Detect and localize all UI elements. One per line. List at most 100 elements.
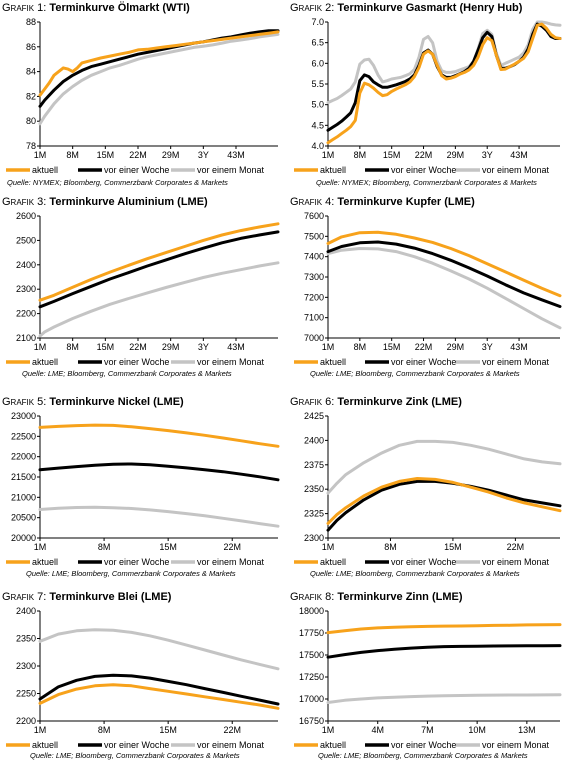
series-line-aktuell [38, 683, 280, 710]
legend-label-aktuell: aktuell [320, 740, 346, 750]
x-tick-label: 22M [415, 150, 433, 160]
series-line-monat [38, 628, 280, 671]
chart-svg: 7000 7100 7200 7300 7400 7500 7600 1M 8M 15M 22M 29… [294, 211, 562, 367]
y-tick-label: 7200 [304, 292, 324, 302]
chart-title: Grafik 2: Terminkurve Gasmarkt (Henry Hu… [290, 2, 523, 14]
y-tick-label: 2375 [304, 460, 324, 470]
legend-label-monat: vor einem Monat [482, 557, 550, 567]
y-tick-label: 7300 [304, 272, 324, 282]
legend-label-woche: vor einer Woche [391, 165, 456, 175]
y-tick-label: 17500 [299, 650, 324, 660]
chart-source: Quelle: NYMEX; Bloomberg, Commerzbank Co… [316, 178, 537, 187]
chart-panel-7: Grafik 7: Terminkurve Blei (LME) 2200 225… [2, 591, 284, 762]
series-line-monat [326, 439, 562, 495]
legend-label-aktuell: aktuell [32, 557, 58, 567]
x-tick-label: 1M [34, 542, 47, 552]
legend-label-woche: vor einer Woche [391, 357, 456, 367]
chart-panel-2: Grafik 2: Terminkurve Gasmarkt (Henry Hu… [290, 2, 566, 192]
y-tick-label: 7000 [304, 333, 324, 343]
y-tick-label: 2600 [16, 211, 36, 221]
x-tick-label: 43M [227, 150, 245, 160]
legend-label-aktuell: aktuell [32, 357, 58, 367]
x-tick-label: 8M [384, 542, 397, 552]
x-tick-label: 8M [98, 725, 111, 735]
y-tick-label: 16750 [299, 716, 324, 726]
series-line-woche [326, 240, 562, 308]
legend-label-monat: vor einem Monat [197, 557, 265, 567]
chart-panel-8: Grafik 8: Terminkurve Zinn (LME) 16750 17… [290, 591, 566, 762]
series-line-monat [326, 20, 562, 105]
chart-svg: 20000 20500 21000 21500 22000 22500 23000 1M 8M 1… [6, 411, 280, 567]
x-tick-label: 8M [354, 342, 367, 352]
y-tick-label: 80 [26, 116, 36, 126]
y-tick-label: 2350 [16, 634, 36, 644]
x-tick-label: 8M [98, 542, 111, 552]
y-tick-label: 84 [26, 67, 36, 77]
series-line-monat [38, 261, 280, 338]
x-tick-label: 29M [447, 150, 465, 160]
y-tick-label: 7100 [304, 313, 324, 323]
x-tick-label: 43M [227, 342, 245, 352]
chart-panel-5: Grafik 5: Terminkurve Nickel (LME) 20000… [2, 396, 284, 581]
y-tick-label: 2325 [304, 509, 324, 519]
y-tick-label: 2400 [16, 606, 36, 616]
x-tick-label: 15M [383, 342, 401, 352]
x-tick-label: 1M [34, 150, 47, 160]
series-line-woche [326, 479, 562, 532]
chart-source: Quelle: LME; Bloomberg, Commerzbank Corp… [310, 569, 520, 578]
chart-svg: 2300 2325 2350 2375 2400 2425 1M 8M 15M 22M aktuel… [294, 411, 562, 567]
series-line-woche [38, 462, 280, 482]
y-tick-label: 17250 [299, 672, 324, 682]
chart-source: Quelle: NYMEX; Bloomberg, Commerzbank Co… [7, 178, 228, 187]
y-tick-label: 2500 [16, 235, 36, 245]
legend-label-woche: vor einer Woche [104, 740, 169, 750]
chart-title: Grafik 5: Terminkurve Nickel (LME) [2, 396, 184, 408]
y-tick-label: 2100 [16, 333, 36, 343]
legend-label-aktuell: aktuell [32, 740, 58, 750]
y-tick-label: 22500 [11, 431, 36, 441]
x-tick-label: 7M [421, 725, 434, 735]
x-tick-label: 8M [66, 150, 79, 160]
legend-label-aktuell: aktuell [32, 165, 58, 175]
series-line-aktuell [326, 22, 562, 145]
legend-label-monat: vor einem Monat [197, 357, 265, 367]
y-tick-label: 82 [26, 91, 36, 101]
x-tick-label: 15M [383, 150, 401, 160]
y-tick-label: 6.5 [311, 38, 324, 48]
x-tick-label: 22M [129, 150, 147, 160]
x-tick-label: 1M [322, 542, 335, 552]
y-tick-label: 2425 [304, 411, 324, 421]
y-tick-label: 17000 [299, 694, 324, 704]
y-tick-label: 5.0 [311, 100, 324, 110]
legend-label-aktuell: aktuell [320, 165, 346, 175]
legend-label-woche: vor einer Woche [104, 357, 169, 367]
chart-title: Grafik 1: Terminkurve Ölmarkt (WTI) [2, 2, 190, 14]
x-tick-label: 15M [97, 150, 115, 160]
y-tick-label: 2300 [304, 533, 324, 543]
legend-label-woche: vor einer Woche [391, 557, 456, 567]
x-tick-label: 4M [371, 725, 384, 735]
x-tick-label: 1M [322, 150, 335, 160]
y-tick-label: 2400 [304, 435, 324, 445]
x-tick-label: 22M [415, 342, 433, 352]
y-tick-label: 7600 [304, 211, 324, 221]
x-tick-label: 22M [223, 542, 241, 552]
legend-label-woche: vor einer Woche [391, 740, 456, 750]
x-tick-label: 43M [510, 150, 528, 160]
x-tick-label: 3Y [198, 150, 209, 160]
legend-label-aktuell: aktuell [320, 357, 346, 367]
y-tick-label: 21000 [11, 492, 36, 502]
x-tick-label: 1M [34, 342, 47, 352]
chart-title: Grafik 7: Terminkurve Blei (LME) [2, 591, 172, 603]
y-tick-label: 2250 [16, 689, 36, 699]
chart-panel-3: Grafik 3: Terminkurve Aluminium (LME) 21… [2, 196, 284, 381]
legend-label-woche: vor einer Woche [104, 165, 169, 175]
x-tick-label: 15M [444, 542, 462, 552]
chart-source: Quelle: LME; Bloomberg, Commerzbank Corp… [310, 369, 520, 378]
y-tick-label: 2400 [16, 260, 36, 270]
legend-label-monat: vor einem Monat [482, 740, 550, 750]
series-line-aktuell [326, 230, 562, 298]
x-tick-label: 13M [518, 725, 536, 735]
series-line-monat [326, 693, 562, 704]
series-line-aktuell [38, 222, 280, 302]
